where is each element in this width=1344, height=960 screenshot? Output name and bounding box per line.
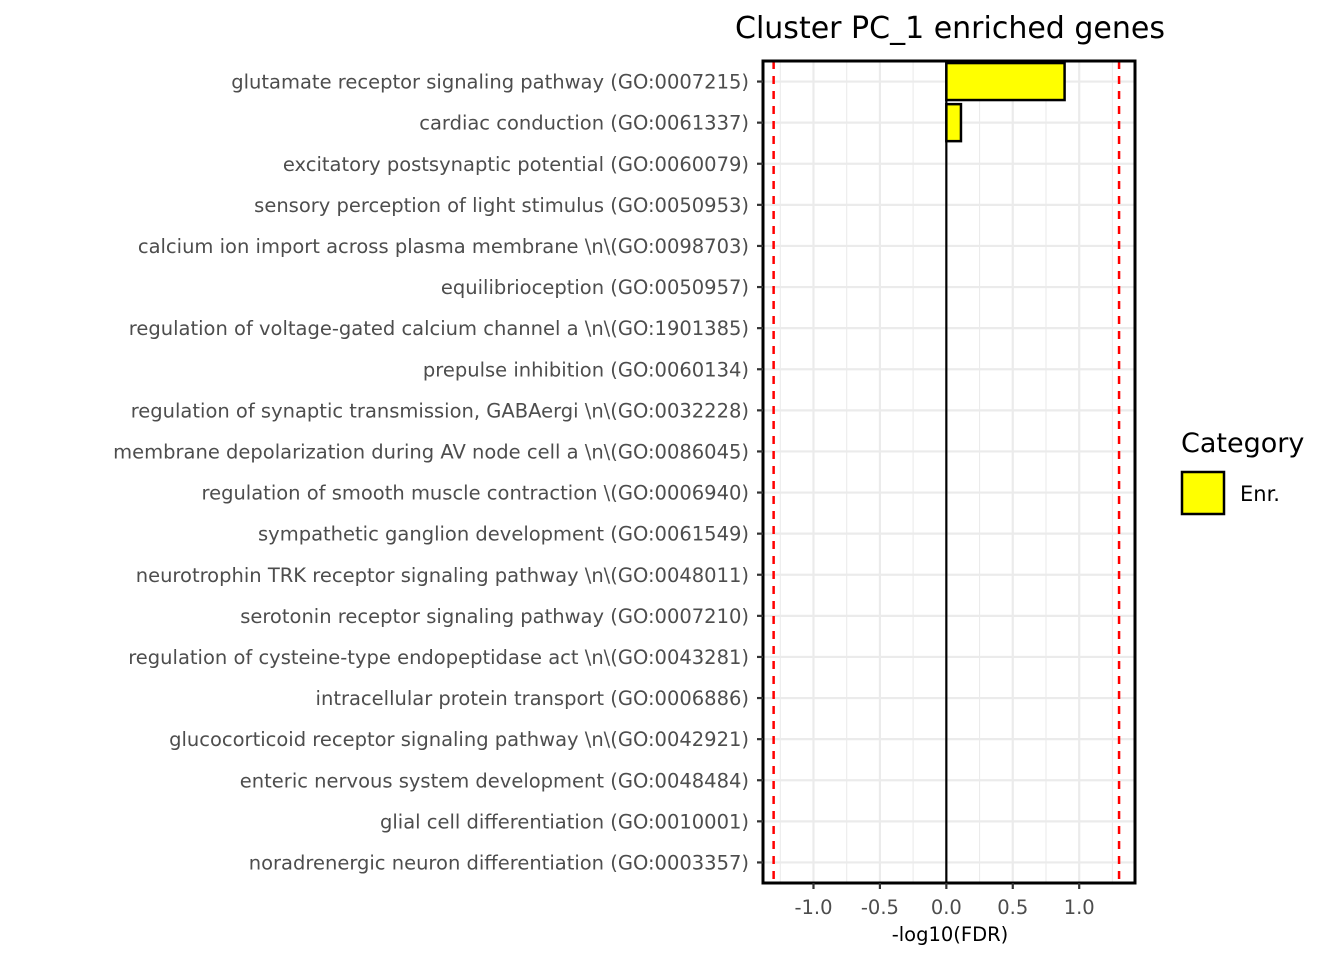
x-axis: -1.0 -0.5 0.0 0.5 1.0 <box>794 883 1095 919</box>
y-tick-label: equilibrioception (GO:0050957) <box>441 276 749 299</box>
x-tick-label: 0.5 <box>997 896 1028 919</box>
legend-swatch <box>1180 470 1226 516</box>
y-tick-label: glutamate receptor signaling pathway (GO… <box>231 71 749 94</box>
legend: Category Enr. <box>1180 428 1304 516</box>
y-tick-label: regulation of smooth muscle contraction … <box>201 482 749 505</box>
x-tick-label: -0.5 <box>861 896 899 919</box>
y-tick-label: enteric nervous system development (GO:0… <box>240 769 749 792</box>
y-axis: glutamate receptor signaling pathway (GO… <box>113 71 763 874</box>
x-tick-label: 1.0 <box>1064 896 1095 919</box>
y-tick-label: prepulse inhibition (GO:0060134) <box>423 358 749 381</box>
grid-lines <box>763 61 1135 883</box>
y-tick-label: glial cell differentiation (GO:0010001) <box>380 810 749 833</box>
y-tick-label: calcium ion import across plasma membran… <box>138 235 749 258</box>
bars <box>945 61 1066 143</box>
y-tick-label: cardiac conduction (GO:0061337) <box>419 112 749 135</box>
x-tick-label: -1.0 <box>794 896 832 919</box>
legend-title: Category <box>1181 428 1304 459</box>
y-tick-label: excitatory postsynaptic potential (GO:00… <box>283 153 749 176</box>
y-tick-label: membrane depolarization during AV node c… <box>113 440 749 463</box>
y-tick-label: glucocorticoid receptor signaling pathwa… <box>169 728 749 751</box>
reference-lines <box>772 61 1121 883</box>
bar <box>945 102 963 143</box>
legend-label: Enr. <box>1240 482 1280 506</box>
y-tick-label: serotonin receptor signaling pathway (GO… <box>240 605 749 628</box>
y-tick-label: noradrenergic neuron differentiation (GO… <box>249 851 749 874</box>
y-tick-label: regulation of synaptic transmission, GAB… <box>131 399 749 422</box>
y-tick-label: sensory perception of light stimulus (GO… <box>254 194 749 217</box>
x-tick-label: 0.0 <box>931 896 962 919</box>
y-tick-label: regulation of cysteine-type endopeptidas… <box>128 646 749 669</box>
y-tick-label: regulation of voltage-gated calcium chan… <box>129 317 749 340</box>
plot-panel-border <box>761 59 1137 885</box>
y-tick-label: sympathetic ganglion development (GO:006… <box>258 523 749 546</box>
y-tick-label: neurotrophin TRK receptor signaling path… <box>136 564 749 587</box>
chart-title: Cluster PC_1 enriched genes <box>735 11 1165 46</box>
bar <box>945 61 1066 102</box>
x-axis-title: -log10(FDR) <box>892 923 1009 946</box>
y-tick-label: intracellular protein transport (GO:0006… <box>316 687 749 710</box>
